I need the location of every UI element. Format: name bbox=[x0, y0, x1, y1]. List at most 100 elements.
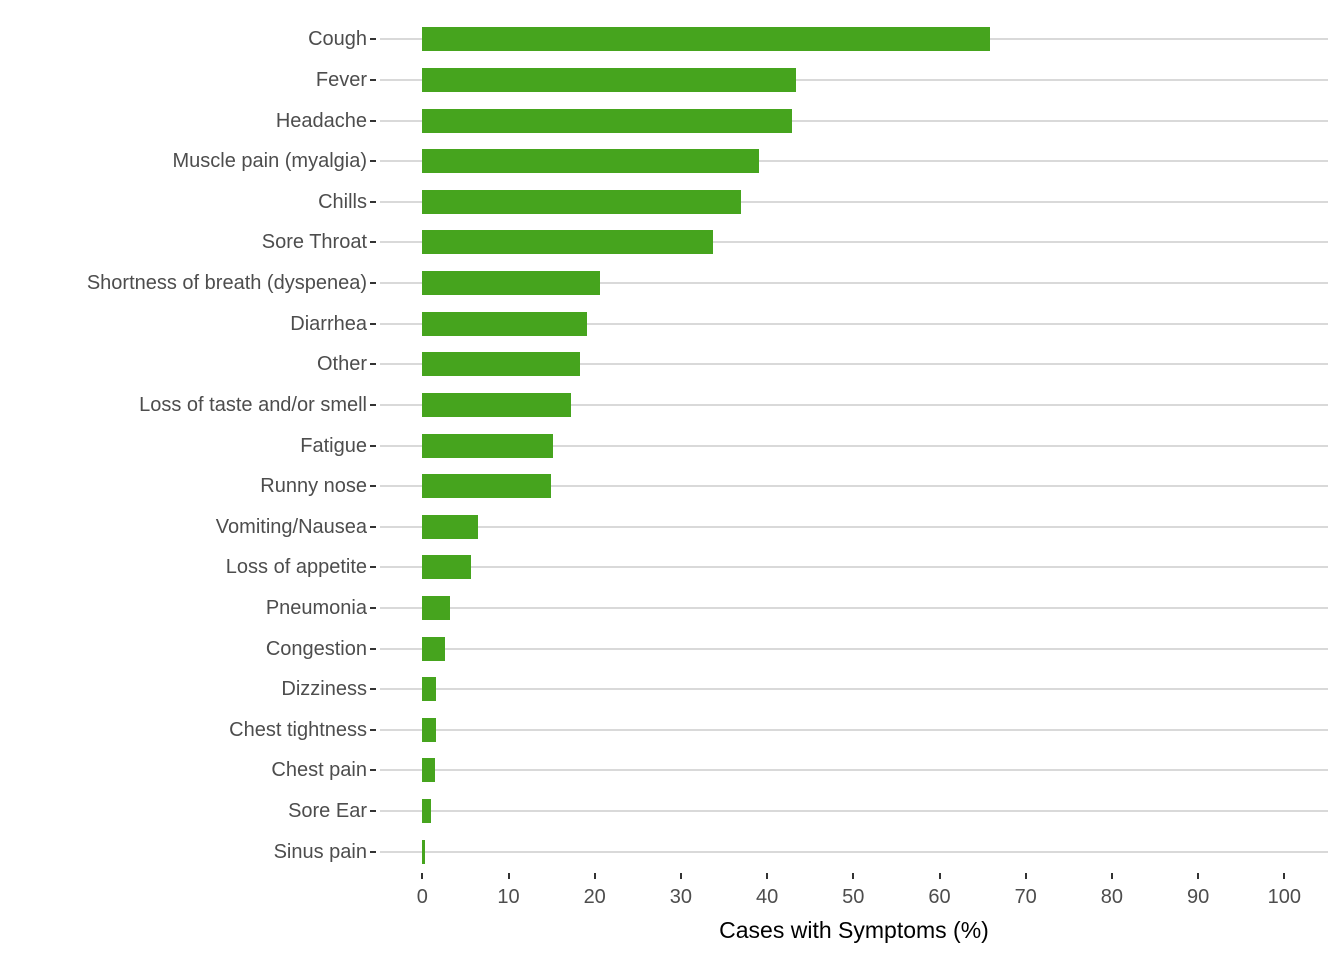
y-axis-label: Diarrhea bbox=[290, 312, 367, 335]
y-axis-label: Headache bbox=[275, 109, 367, 132]
y-axis-tick bbox=[370, 403, 376, 406]
bar-muscle-pain-myalgia bbox=[422, 149, 760, 174]
bar-sore-ear bbox=[422, 799, 431, 824]
y-axis-tick bbox=[370, 200, 376, 203]
x-tick-label: 80 bbox=[1100, 886, 1124, 908]
y-gridline bbox=[380, 647, 1328, 650]
y-gridline bbox=[380, 850, 1328, 853]
bar-cough bbox=[422, 27, 991, 52]
y-axis-tick bbox=[370, 769, 376, 772]
bar-sore-throat bbox=[422, 230, 713, 255]
bar-diarrhea bbox=[422, 311, 587, 336]
bar-congestion bbox=[422, 636, 445, 661]
y-gridline bbox=[380, 525, 1328, 528]
y-axis-tick bbox=[370, 525, 376, 528]
bar-fatigue bbox=[422, 433, 554, 458]
y-gridline bbox=[380, 444, 1328, 447]
y-axis-tick bbox=[370, 363, 376, 366]
y-gridline bbox=[380, 241, 1328, 244]
y-axis-tick bbox=[370, 850, 376, 853]
bar-headache bbox=[422, 108, 793, 133]
x-axis-tick bbox=[1197, 873, 1200, 879]
y-gridline bbox=[380, 160, 1328, 163]
y-axis-tick bbox=[370, 810, 376, 813]
y-axis-label: Shortness of breath (dyspenea) bbox=[86, 272, 367, 295]
y-axis-tick bbox=[370, 119, 376, 122]
y-gridline bbox=[380, 363, 1328, 366]
y-gridline bbox=[380, 728, 1328, 731]
x-axis-tick bbox=[1110, 873, 1113, 879]
y-axis-label: Dizziness bbox=[281, 678, 367, 701]
y-gridline bbox=[380, 78, 1328, 81]
y-axis-tick bbox=[370, 647, 376, 650]
y-axis-tick bbox=[370, 322, 376, 325]
bar-chest-tightness bbox=[422, 717, 437, 742]
bar-fever bbox=[422, 67, 796, 92]
x-axis-tick bbox=[421, 873, 424, 879]
y-axis-tick bbox=[370, 728, 376, 731]
y-gridline bbox=[380, 566, 1328, 569]
bar-runny-nose bbox=[422, 474, 551, 499]
bar-loss-of-appetite bbox=[422, 555, 472, 580]
y-axis-label: Chest pain bbox=[271, 759, 367, 782]
x-axis-tick bbox=[1283, 873, 1286, 879]
x-axis-title: Cases with Symptoms (%) bbox=[719, 917, 989, 943]
x-tick-label: 30 bbox=[669, 886, 693, 908]
y-gridline bbox=[380, 200, 1328, 203]
y-gridline bbox=[380, 485, 1328, 488]
y-axis-label: Vomiting/Nausea bbox=[215, 515, 367, 538]
y-axis-label: Other bbox=[316, 353, 367, 376]
bar-loss-of-taste-and-or-smell bbox=[422, 392, 572, 417]
x-tick-label: 70 bbox=[1014, 886, 1037, 908]
x-axis-tick bbox=[852, 873, 855, 879]
bar-chills bbox=[422, 189, 742, 214]
y-gridline bbox=[380, 688, 1328, 691]
bar-shortness-of-breath-dyspenea bbox=[422, 271, 600, 296]
y-gridline bbox=[380, 606, 1328, 609]
x-tick-label: 20 bbox=[583, 886, 606, 908]
y-axis-tick bbox=[370, 160, 376, 163]
bar-other bbox=[422, 352, 581, 377]
x-tick-label: 60 bbox=[928, 886, 951, 908]
plot-panel bbox=[380, 19, 1328, 872]
x-axis-tick bbox=[679, 873, 682, 879]
x-tick-label: 50 bbox=[842, 886, 865, 908]
y-axis-tick bbox=[370, 78, 376, 81]
y-axis-tick bbox=[370, 282, 376, 285]
y-axis-label: Sinus pain bbox=[273, 840, 367, 863]
y-gridline bbox=[380, 282, 1328, 285]
x-axis-tick bbox=[766, 873, 769, 879]
y-axis-tick bbox=[370, 444, 376, 447]
y-gridline bbox=[380, 769, 1328, 772]
x-axis-tick bbox=[938, 873, 941, 879]
bar-sinus-pain bbox=[422, 839, 425, 864]
x-axis-tick bbox=[1024, 873, 1027, 879]
y-axis-label: Loss of taste and/or smell bbox=[139, 393, 367, 416]
y-gridline bbox=[380, 403, 1328, 406]
x-tick-label: 0 bbox=[416, 886, 428, 908]
y-axis-label: Fatigue bbox=[300, 434, 367, 457]
x-tick-label: 100 bbox=[1267, 886, 1301, 908]
y-axis-label: Sore Throat bbox=[261, 231, 367, 254]
y-gridline bbox=[380, 119, 1328, 122]
x-tick-label: 40 bbox=[755, 886, 779, 908]
bar-chest-pain bbox=[422, 758, 436, 783]
y-axis-tick bbox=[370, 606, 376, 609]
y-axis-tick bbox=[370, 566, 376, 569]
y-axis-label: Runny nose bbox=[260, 475, 367, 498]
y-axis-label: Loss of appetite bbox=[225, 556, 367, 579]
y-axis-label: Chest tightness bbox=[229, 718, 367, 741]
y-axis-label: Chills bbox=[318, 190, 367, 213]
y-axis-tick bbox=[370, 485, 376, 488]
x-axis-tick bbox=[507, 873, 510, 879]
y-axis-label: Sore Ear bbox=[288, 800, 367, 823]
bar-dizziness bbox=[422, 677, 437, 702]
y-axis-label: Pneumonia bbox=[265, 596, 367, 619]
x-tick-label: 10 bbox=[497, 886, 520, 908]
y-axis-label: Congestion bbox=[265, 637, 367, 660]
y-gridline bbox=[380, 322, 1328, 325]
y-axis-label: Fever bbox=[315, 68, 367, 91]
y-axis-label: Cough bbox=[308, 28, 367, 51]
x-axis-tick bbox=[593, 873, 596, 879]
